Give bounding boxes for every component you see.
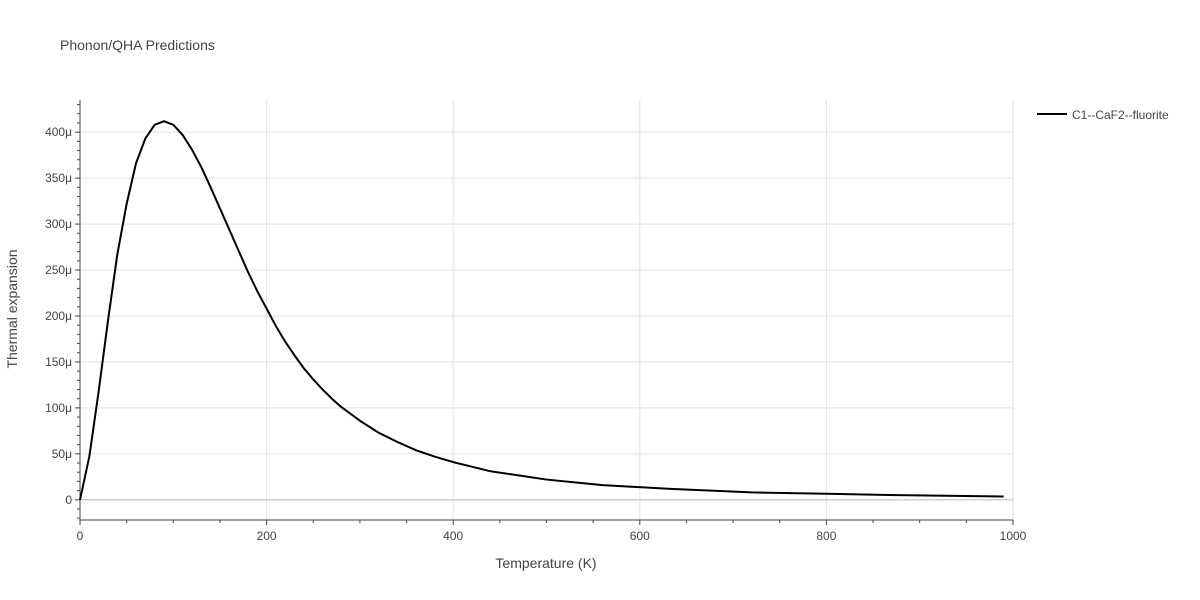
x-axis-title: Temperature (K) <box>495 555 596 571</box>
x-tick-label: 200 <box>257 529 277 543</box>
x-tick-label: 800 <box>816 529 836 543</box>
legend-label: C1--CaF2--fluorite <box>1072 108 1169 122</box>
x-tick-label: 0 <box>77 529 84 543</box>
series-line <box>79 120 1004 500</box>
y-tick-label: 200μ <box>45 309 72 323</box>
x-tick-label: 1000 <box>1000 529 1027 543</box>
y-tick-label: 350μ <box>45 171 72 185</box>
y-tick-label: 400μ <box>45 125 72 139</box>
y-tick-label: 150μ <box>45 355 72 369</box>
axes <box>79 100 1013 521</box>
legend[interactable]: C1--CaF2--fluorite <box>1037 108 1169 122</box>
y-tick-label: 0 <box>65 493 72 507</box>
x-tick-label: 400 <box>443 529 463 543</box>
y-tick-label: 100μ <box>45 401 72 415</box>
x-tick-label: 600 <box>630 529 650 543</box>
y-tick-label: 50μ <box>52 447 72 461</box>
y-axis-title: Thermal expansion <box>4 249 20 368</box>
y-tick-label: 250μ <box>45 263 72 277</box>
chart-title: Phonon/QHA Predictions <box>60 37 215 53</box>
ticks: 0 200 400 600 800 1000 0 50μ 100μ 150μ 200μ 250μ 300… <box>45 104 1027 543</box>
grid <box>80 100 1014 520</box>
y-tick-label: 300μ <box>45 217 72 231</box>
plot-area <box>79 120 1004 500</box>
